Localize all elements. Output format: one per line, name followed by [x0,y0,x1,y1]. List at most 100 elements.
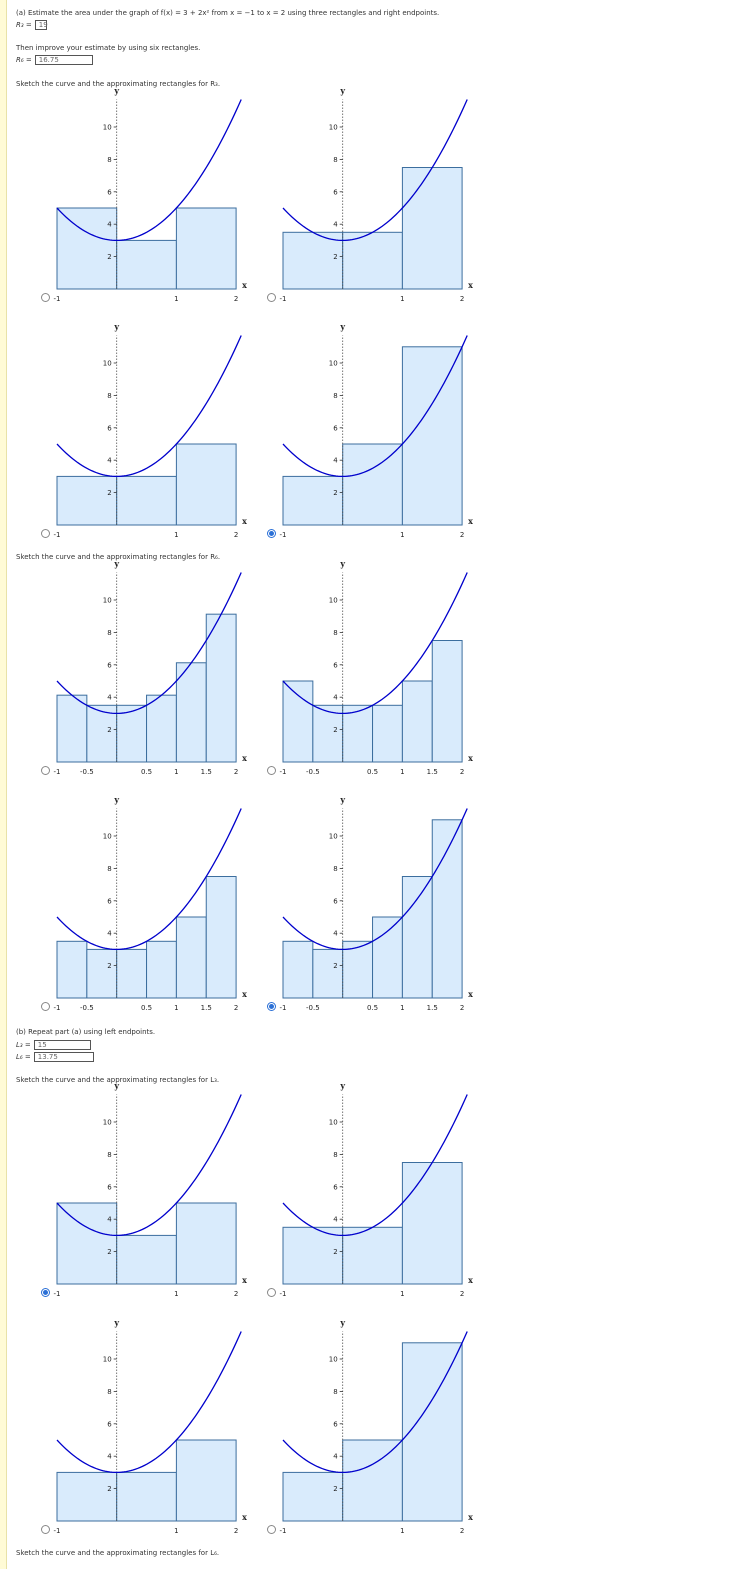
x-tick-label: 1 [174,768,178,776]
sketch-l3-heading: Sketch the curve and the approximating r… [16,1076,220,1084]
graph-option-radio[interactable] [267,293,276,302]
graph-option-radio[interactable] [41,529,50,538]
x-tick-label: -1 [280,768,287,776]
x-axis-label: x [242,753,247,763]
graph-plot: 2 4 6 8 10 y x -1 1 2 [280,85,474,303]
x-tick-label: -1 [54,531,61,539]
graph-plot: 2 4 6 8 10 y x -1 -0.5 0.5 1 1.5 2 [54,558,248,776]
r6-answer-row: R₆ = 16.75 [16,54,93,65]
approximating-rectangle [175,207,237,290]
graph-option-radio[interactable] [267,529,276,538]
graph-option-radio[interactable] [41,1525,50,1534]
r6-input[interactable]: 16.75 [34,54,93,65]
x-tick-label: 2 [460,1527,464,1535]
graph-option-r3-3: 2 4 6 8 10 y x -1 1 2 [41,321,266,559]
graph-option-r6-2: 2 4 6 8 10 y x -1 -0.5 0.5 1 1.5 2 [267,558,492,796]
graph-option-r6-3: 2 4 6 8 10 y x -1 -0.5 0.5 1 1.5 2 [41,794,266,1032]
graph-option-radio[interactable] [267,1002,276,1011]
y-axis-label: y [113,794,119,804]
graph-option-r3-2: 2 4 6 8 10 y x -1 1 2 [267,85,492,323]
graph-option-radio[interactable] [267,1525,276,1534]
approximating-rectangle [431,819,463,999]
improve-estimate-text: Then improve your estimate by using six … [16,44,201,52]
x-tick-label: 1 [174,1004,178,1012]
sketch-r3-heading: Sketch the curve and the approximating r… [16,80,221,88]
y-tick-label: 2 [333,726,337,734]
function-curve [56,808,242,951]
x-axis-label: x [468,516,473,526]
approximating-rectangle [56,940,88,999]
y-tick-label: 6 [333,661,338,669]
y-tick-label: 4 [107,221,112,229]
y-tick-label: 8 [333,1151,337,1159]
x-axis-label: x [468,1512,473,1522]
y-tick-label: 4 [333,1453,338,1461]
y-tick-label: 4 [333,930,338,938]
graph-option-radio[interactable] [41,1288,50,1297]
l6-answer-row: L₆ = 13.75 [16,1051,94,1062]
graph-option-radio[interactable] [267,1288,276,1297]
x-tick-label: 2 [460,768,464,776]
approximating-rectangle [342,940,374,999]
y-tick-label: 6 [107,661,112,669]
y-tick-label: 10 [329,833,338,841]
x-tick-label: 1 [400,295,404,303]
x-tick-label: 2 [234,295,238,303]
y-tick-label: 10 [329,1119,338,1127]
x-tick-label: -1 [280,1527,287,1535]
y-tick-label: 2 [333,962,337,970]
y-axis-label: y [113,558,119,568]
graph-option-r6-1: 2 4 6 8 10 y x -1 -0.5 0.5 1 1.5 2 [41,558,266,796]
function-curve [56,1094,242,1237]
x-tick-label: -1 [54,295,61,303]
sketch-r6-heading: Sketch the curve and the approximating r… [16,553,221,561]
r3-input[interactable]: 19 [34,19,48,30]
y-tick-label: 6 [333,188,338,196]
graph-option-radio[interactable] [41,766,50,775]
l6-input[interactable]: 13.75 [33,1051,94,1062]
x-axis-label: x [242,989,247,999]
y-tick-label: 8 [107,629,111,637]
x-tick-label: 2 [234,531,238,539]
y-tick-label: 10 [103,1119,112,1127]
l3-answer-row: L₃ = 15 [16,1039,91,1050]
graph-option-r3-4: 2 4 6 8 10 y x -1 1 2 [267,321,492,559]
approximating-rectangle [56,1471,118,1522]
y-axis-label: y [113,85,119,95]
y-tick-label: 4 [107,1216,112,1224]
x-tick-label: 1 [174,295,178,303]
approximating-rectangle [342,1226,403,1285]
x-axis-label: x [468,280,473,290]
approximating-rectangle [116,704,148,763]
approximating-rectangle [116,239,177,290]
x-axis-label: x [468,1275,473,1285]
x-axis-label: x [242,516,247,526]
x-tick-label: 0.5 [367,1004,378,1012]
graph-option-radio[interactable] [41,293,50,302]
graph-plot: 2 4 6 8 10 y x -1 1 2 [280,1080,474,1298]
approximating-rectangle [205,876,237,999]
x-tick-label: 1 [400,531,404,539]
x-tick-label: 1 [174,1527,178,1535]
approximating-rectangle [342,443,403,526]
graph-option-radio[interactable] [41,1002,50,1011]
approximating-rectangle [56,475,118,526]
x-tick-label: 2 [234,1527,238,1535]
function-curve [282,1331,468,1474]
y-tick-label: 2 [107,253,111,261]
graph-plot: 2 4 6 8 10 y x -1 1 2 [280,1317,474,1535]
x-tick-label: -1 [280,295,287,303]
graph-option-l3-4: 2 4 6 8 10 y x -1 1 2 [267,1317,492,1555]
x-tick-label: 1 [400,768,404,776]
function-curve [282,808,468,951]
function-curve [56,99,242,242]
x-tick-label: 1 [400,1004,404,1012]
y-tick-label: 2 [107,726,111,734]
approximating-rectangle [282,1471,344,1522]
y-tick-label: 10 [329,124,338,132]
l3-input[interactable]: 15 [33,1039,91,1050]
y-tick-label: 6 [107,897,112,905]
x-axis-label: x [468,753,473,763]
graph-option-radio[interactable] [267,766,276,775]
y-tick-label: 10 [103,124,112,132]
